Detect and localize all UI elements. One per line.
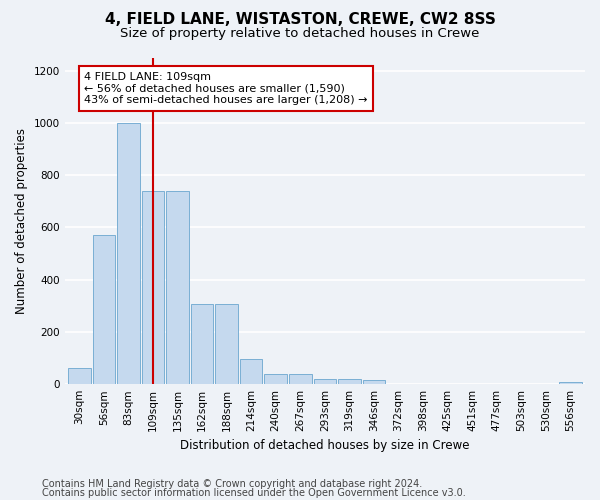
Text: 4, FIELD LANE, WISTASTON, CREWE, CW2 8SS: 4, FIELD LANE, WISTASTON, CREWE, CW2 8SS: [104, 12, 496, 28]
Bar: [191, 304, 214, 384]
Text: 4 FIELD LANE: 109sqm
← 56% of detached houses are smaller (1,590)
43% of semi-de: 4 FIELD LANE: 109sqm ← 56% of detached h…: [85, 72, 368, 105]
Bar: [166, 191, 189, 384]
Text: Contains public sector information licensed under the Open Government Licence v3: Contains public sector information licen…: [42, 488, 466, 498]
Bar: [215, 304, 238, 384]
Y-axis label: Number of detached properties: Number of detached properties: [15, 128, 28, 314]
Bar: [289, 374, 311, 384]
Bar: [265, 374, 287, 384]
Bar: [240, 360, 262, 384]
Bar: [362, 380, 385, 384]
Bar: [142, 191, 164, 384]
Bar: [92, 235, 115, 384]
X-axis label: Distribution of detached houses by size in Crewe: Distribution of detached houses by size …: [180, 440, 470, 452]
Bar: [117, 123, 140, 384]
Bar: [314, 379, 336, 384]
Bar: [338, 379, 361, 384]
Text: Size of property relative to detached houses in Crewe: Size of property relative to detached ho…: [121, 28, 479, 40]
Text: Contains HM Land Registry data © Crown copyright and database right 2024.: Contains HM Land Registry data © Crown c…: [42, 479, 422, 489]
Bar: [68, 368, 91, 384]
Bar: [559, 382, 581, 384]
